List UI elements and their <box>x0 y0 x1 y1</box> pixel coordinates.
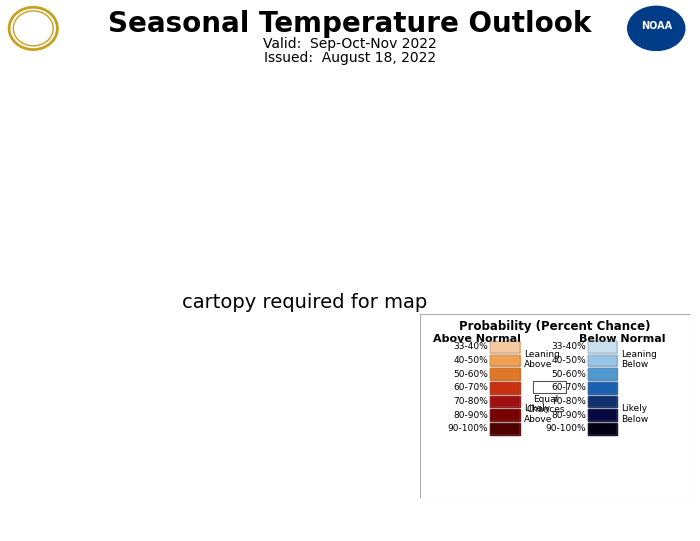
Text: 50-60%: 50-60% <box>551 370 586 379</box>
Bar <box>491 382 519 394</box>
Bar <box>588 410 617 421</box>
Bar <box>491 382 519 394</box>
Text: Below Normal: Below Normal <box>579 334 666 344</box>
Bar <box>588 341 617 353</box>
Bar <box>588 355 617 366</box>
Bar <box>588 368 617 380</box>
Text: Leaning
Below: Leaning Below <box>621 350 657 369</box>
Bar <box>491 355 519 366</box>
Text: Probability (Percent Chance): Probability (Percent Chance) <box>459 320 650 333</box>
Bar <box>588 382 617 394</box>
Bar <box>491 410 519 421</box>
Bar <box>491 355 519 366</box>
Text: 50-60%: 50-60% <box>454 370 489 379</box>
Bar <box>588 368 617 380</box>
Text: Above Normal: Above Normal <box>433 334 521 344</box>
Text: 33-40%: 33-40% <box>551 342 586 352</box>
Text: 80-90%: 80-90% <box>454 411 489 420</box>
Text: Issued:  August 18, 2022: Issued: August 18, 2022 <box>264 51 436 65</box>
Text: 70-80%: 70-80% <box>454 397 489 406</box>
Bar <box>588 355 617 366</box>
Text: 90-100%: 90-100% <box>545 424 586 433</box>
Text: NOAA: NOAA <box>640 21 672 31</box>
Bar <box>588 341 617 353</box>
Bar <box>588 396 617 407</box>
Text: cartopy required for map: cartopy required for map <box>182 293 427 313</box>
Text: 60-70%: 60-70% <box>551 384 586 392</box>
Bar <box>588 423 617 434</box>
Text: 40-50%: 40-50% <box>551 356 586 365</box>
Bar <box>588 396 617 407</box>
Text: Likely
Below: Likely Below <box>621 405 648 424</box>
Bar <box>491 396 519 407</box>
Bar <box>491 410 519 421</box>
Text: Leaning
Above: Leaning Above <box>524 350 559 369</box>
Bar <box>491 341 519 353</box>
Text: Seasonal Temperature Outlook: Seasonal Temperature Outlook <box>108 10 592 38</box>
Bar <box>588 410 617 421</box>
Text: 60-70%: 60-70% <box>454 384 489 392</box>
Bar <box>491 423 519 434</box>
Text: 80-90%: 80-90% <box>551 411 586 420</box>
Text: Likely
Above: Likely Above <box>524 405 552 424</box>
Bar <box>491 368 519 380</box>
Text: 70-80%: 70-80% <box>551 397 586 406</box>
Bar <box>491 368 519 380</box>
Text: Equal
Chances: Equal Chances <box>526 395 565 414</box>
Bar <box>588 382 617 394</box>
Text: 90-100%: 90-100% <box>448 424 489 433</box>
Bar <box>588 423 617 434</box>
Bar <box>491 341 519 353</box>
Bar <box>533 381 566 393</box>
Bar <box>491 423 519 434</box>
Text: 40-50%: 40-50% <box>454 356 489 365</box>
Circle shape <box>628 6 685 50</box>
Text: 33-40%: 33-40% <box>454 342 489 352</box>
Bar <box>491 396 519 407</box>
Text: Valid:  Sep-Oct-Nov 2022: Valid: Sep-Oct-Nov 2022 <box>263 37 437 51</box>
